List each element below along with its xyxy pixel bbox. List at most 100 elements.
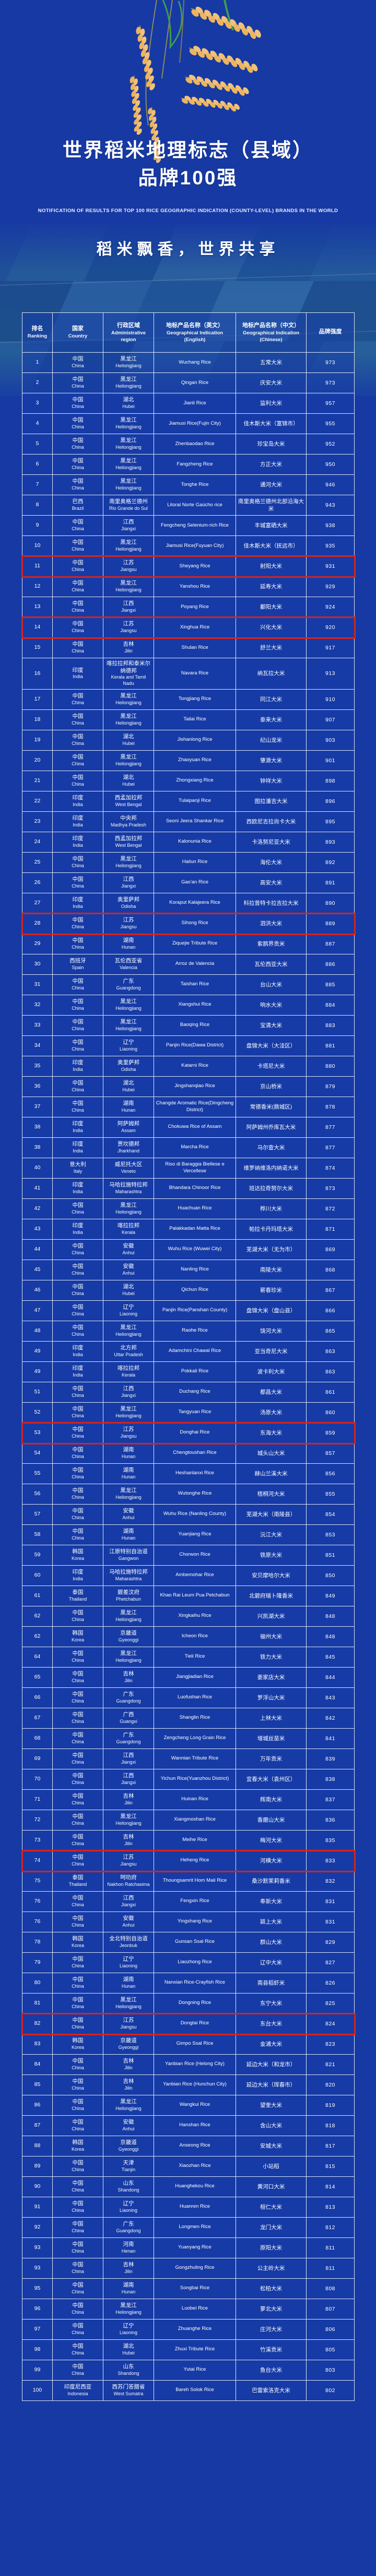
country-cell: 中国 China bbox=[53, 1463, 103, 1484]
rank-cell: 34 bbox=[22, 1035, 53, 1056]
rank-cell: 49 bbox=[22, 1341, 53, 1362]
rank-cell: 4 bbox=[22, 414, 53, 434]
gi-english-cell: Gimpo Ssal Rice bbox=[154, 2034, 236, 2055]
gi-english-cell: Adamchini Chawal Rice bbox=[154, 1341, 236, 1362]
score-cell: 808 bbox=[307, 2278, 355, 2299]
gi-english-cell: Arroz de Valencia bbox=[154, 954, 236, 975]
table-row: 100 印度尼西亚 Indonesia 西苏门答腊省 West Sumatra Bareh… bbox=[22, 2380, 355, 2401]
region-cell: 吉林 Jilin bbox=[103, 1667, 154, 1688]
gi-english-cell: Dongtai Rice bbox=[154, 2013, 236, 2034]
rank-cell: 92 bbox=[22, 2217, 53, 2238]
rank-cell: 91 bbox=[22, 2197, 53, 2218]
header-score-zh: 品牌强度 bbox=[319, 329, 342, 335]
region-cell: 吉林 Jilin bbox=[103, 1830, 154, 1851]
gi-chinese-cell: 马尔查大米 bbox=[236, 1137, 307, 1158]
country-cell: 中国 China bbox=[53, 2278, 103, 2299]
table-row: 36 中国 China 湖北 Hubei Jingshanqiao Rice 京山桥米 879 bbox=[22, 1076, 355, 1097]
ranking-table: 排名 Ranking 国家 Country 行政区域 Administrativ… bbox=[21, 312, 356, 2401]
table-row: 1 中国 China 黑龙江 Heilongjiang Wuchang Rice 五常大米 9… bbox=[22, 353, 355, 373]
gi-english-cell: Yanbian Rice (Helong City) bbox=[154, 2054, 236, 2075]
country-cell: 韩国 Korea bbox=[53, 1545, 103, 1566]
gi-chinese-cell: 巴雷索洛克大米 bbox=[236, 2380, 307, 2401]
gi-english-cell: Xiaozhan Rice bbox=[154, 2156, 236, 2177]
gi-english-cell: Navara Rice bbox=[154, 658, 236, 690]
gi-chinese-cell: 钟祥大米 bbox=[236, 771, 307, 791]
region-cell: 湖北 Hubei bbox=[103, 2339, 154, 2360]
table-row: 47 中国 China 辽宁 Liaoning Panjin Rice(Panshan C… bbox=[22, 1300, 355, 1321]
rank-cell: 62 bbox=[22, 1606, 53, 1627]
gi-english-cell: Fangzheng Rice bbox=[154, 454, 236, 475]
gi-chinese-cell: 萝北大米 bbox=[236, 2299, 307, 2319]
rank-cell: 82 bbox=[22, 2013, 53, 2034]
gi-chinese-cell: 图拉潘吉大米 bbox=[236, 791, 307, 812]
rank-cell: 12 bbox=[22, 577, 53, 597]
score-cell: 886 bbox=[307, 954, 355, 975]
country-cell: 韩国 Korea bbox=[53, 2034, 103, 2055]
table-row: 6 中国 China 黑龙江 Heilongjiang Fangzheng Rice 方正大… bbox=[22, 454, 355, 475]
gi-chinese-cell: 姜家店大米 bbox=[236, 1667, 307, 1688]
table-row: 37 中国 China 湖南 Hunan Changde Aromatic Rice(Di… bbox=[22, 1097, 355, 1117]
country-cell: 中国 China bbox=[53, 1850, 103, 1871]
region-cell: 湖南 Hunan bbox=[103, 1973, 154, 1994]
table-row: 23 印度 India 中央邦 Madhya Pradesh Seoni Jeera Sh… bbox=[22, 811, 355, 832]
score-cell: 844 bbox=[307, 1667, 355, 1688]
country-cell: 中国 China bbox=[53, 2319, 103, 2340]
gi-chinese-cell: 盘锦大米（盘山县） bbox=[236, 1300, 307, 1321]
score-cell: 854 bbox=[307, 1504, 355, 1525]
rank-cell: 41 bbox=[22, 1178, 53, 1199]
table-row: 16 印度 India 喀拉拉邦和泰米尔纳德邦 Kerala and Tamil Nad… bbox=[22, 658, 355, 690]
gi-chinese-cell: 纳瓦拉大米 bbox=[236, 658, 307, 690]
table-row: 70 中国 China 江西 Jiangxi Yichun Rice(Yuanzhou D… bbox=[22, 1769, 355, 1790]
table-row: 38 印度 India 贾坎德邦 Jharkhand Marcha Rice 马尔查大米 87… bbox=[22, 1137, 355, 1158]
region-cell: 喀拉拉邦 Kerala bbox=[103, 1361, 154, 1382]
gi-english-cell: Jiangjiadian Rice bbox=[154, 1667, 236, 1688]
table-row: 55 中国 China 湖南 Hunan Heshanlanxi Rice 赫山兰溪大米 85… bbox=[22, 1463, 355, 1484]
table-row: 71 中国 China 吉林 Jilin Huinan Rice 辉南大米 837 bbox=[22, 1789, 355, 1810]
country-cell: 中国 China bbox=[53, 771, 103, 791]
gi-english-cell: Hailun Rice bbox=[154, 852, 236, 873]
region-cell: 辽宁 Liaoning bbox=[103, 1300, 154, 1321]
country-cell: 中国 China bbox=[53, 2095, 103, 2116]
region-cell: 西孟加拉邦 West Bengal bbox=[103, 791, 154, 812]
region-cell: 吉林 Jilin bbox=[103, 2054, 154, 2075]
rank-cell: 47 bbox=[22, 1300, 53, 1321]
score-cell: 857 bbox=[307, 1443, 355, 1464]
country-cell: 泰国 Thailand bbox=[53, 1871, 103, 1892]
gi-chinese-cell: 帕拉卡丹玛塔大米 bbox=[236, 1219, 307, 1240]
rank-cell: 18 bbox=[22, 709, 53, 730]
gi-chinese-cell: 桑沙默茉莉香米 bbox=[236, 1871, 307, 1892]
country-cell: 中国 China bbox=[53, 995, 103, 1016]
table-row: 32 中国 China 黑龙江 Heilongjiang Xiangshui Rice 响水… bbox=[22, 995, 355, 1016]
rank-cell: 69 bbox=[22, 1749, 53, 1769]
country-cell: 中国 China bbox=[53, 393, 103, 414]
country-cell: 中国 China bbox=[53, 1647, 103, 1668]
country-cell: 中国 China bbox=[53, 1952, 103, 1973]
rank-cell: 23 bbox=[22, 811, 53, 832]
country-cell: 印度 India bbox=[53, 832, 103, 853]
rank-cell: 33 bbox=[22, 1015, 53, 1036]
gi-chinese-cell: 维罗纳维洛内纳诺大米 bbox=[236, 1158, 307, 1179]
region-cell: 黑龙江 Heilongjiang bbox=[103, 1810, 154, 1831]
gi-english-cell: Xingkaihu Rice bbox=[154, 1606, 236, 1627]
region-cell: 黑龙江 Heilongjiang bbox=[103, 1321, 154, 1342]
country-cell: 中国 China bbox=[53, 2197, 103, 2218]
table-body: 1 中国 China 黑龙江 Heilongjiang Wuchang Rice 五常大米 9… bbox=[21, 353, 356, 2401]
table-row: 76 中国 China 安徽 Anhui Yingshang Rice 颍上大米 831 bbox=[22, 1911, 355, 1932]
table-row: 95 中国 China 湖南 Hunan Songbai Rice 松柏大米 808 bbox=[22, 2278, 355, 2299]
rank-cell: 99 bbox=[22, 2360, 53, 2381]
rank-cell: 1 bbox=[22, 353, 53, 373]
gi-english-cell: Huanghekou Rice bbox=[154, 2176, 236, 2197]
rank-cell: 10 bbox=[22, 536, 53, 556]
score-cell: 861 bbox=[307, 1382, 355, 1403]
header-rank-zh: 排名 bbox=[31, 325, 43, 332]
gi-english-cell: Tieli Rice bbox=[154, 1647, 236, 1668]
table-row: 43 印度 India 喀拉拉邦 Kerala Palakkadan Matta Rice… bbox=[22, 1219, 355, 1240]
country-cell: 印度 India bbox=[53, 1361, 103, 1382]
region-cell: 喀拉拉邦和泰米尔纳德邦 Kerala and Tamil Nadu bbox=[103, 658, 154, 690]
table-row: 61 泰国 Thailand 碧差汶府 Phetchabun Khao Rai Leum … bbox=[22, 1586, 355, 1606]
gi-english-cell: Khao Rai Leum Pua Petchabun bbox=[154, 1586, 236, 1606]
header-rank: 排名 Ranking bbox=[22, 313, 53, 353]
gi-english-cell: Palakkadan Matta Rice bbox=[154, 1219, 236, 1240]
gi-chinese-cell: 龙门大米 bbox=[236, 2217, 307, 2238]
